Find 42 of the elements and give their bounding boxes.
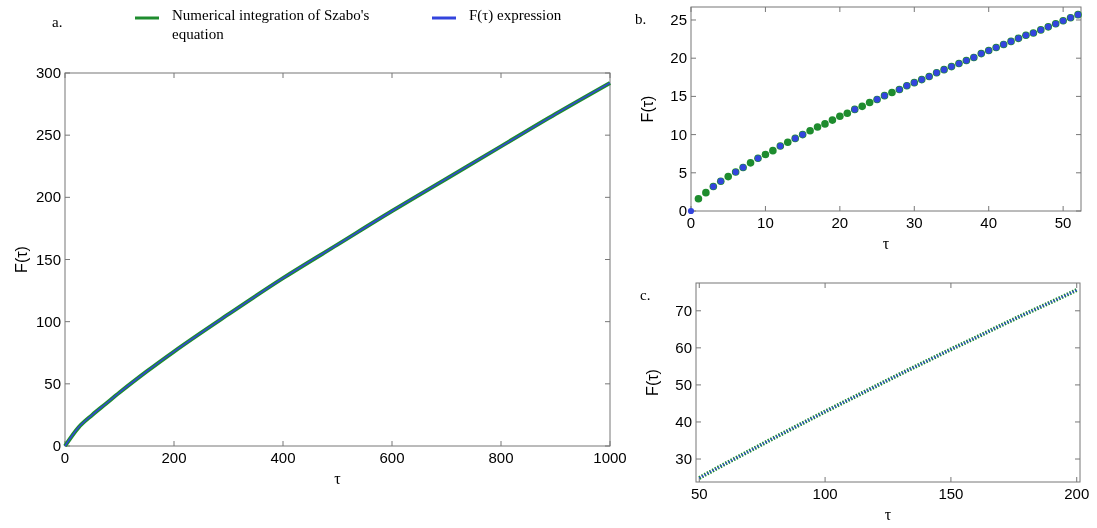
y-tick-label: 0 xyxy=(678,202,687,219)
y-tick-label: 5 xyxy=(678,163,687,181)
y-axis-title: F(τ) xyxy=(644,369,661,396)
x-tick-label: 50 xyxy=(1054,214,1072,231)
x-tick-label: 200 xyxy=(161,449,187,466)
chart-title: c. xyxy=(640,287,651,303)
y-tick-label: 50 xyxy=(675,375,692,393)
x-axis-title: τ xyxy=(334,470,342,487)
y-tick-label: 15 xyxy=(670,87,687,105)
y-tick-label: 250 xyxy=(35,126,61,144)
y-axis-title: F(τ) xyxy=(639,95,656,123)
x-tick-label: 800 xyxy=(488,449,514,466)
y-tick-label: 20 xyxy=(670,49,687,67)
x-tick-label: 150 xyxy=(938,485,964,502)
chart-title: a. xyxy=(52,14,63,30)
y-tick-label: 150 xyxy=(35,250,61,268)
x-tick-label: 40 xyxy=(980,214,998,231)
y-tick-label: 40 xyxy=(675,412,692,430)
x-tick-label: 1000 xyxy=(593,449,627,466)
y-tick-label: 60 xyxy=(675,338,692,356)
x-axis-title: τ xyxy=(882,235,890,252)
x-tick-label: 600 xyxy=(379,449,405,466)
y-tick-label: 100 xyxy=(35,312,61,330)
legend-label: F(τ) expression xyxy=(469,7,562,24)
y-tick-label: 25 xyxy=(670,10,687,28)
y-axis-title: F(τ) xyxy=(13,246,30,273)
x-tick-label: 50 xyxy=(690,485,708,502)
x-tick-label: 20 xyxy=(831,214,849,231)
x-tick-label: 100 xyxy=(812,485,838,502)
y-tick-label: 300 xyxy=(35,64,61,81)
legend-label: Numerical integration of Szabo's equation xyxy=(172,7,370,42)
y-tick-label: 10 xyxy=(670,125,687,143)
y-tick-label: 70 xyxy=(675,301,692,319)
chart-title: b. xyxy=(635,11,647,27)
x-tick-label: 400 xyxy=(270,449,296,466)
y-tick-label: 200 xyxy=(35,188,61,206)
x-axis-title: τ xyxy=(884,506,892,523)
x-tick-label: 30 xyxy=(905,214,923,231)
y-tick-label: 0 xyxy=(52,437,61,454)
x-tick-label: 200 xyxy=(1064,485,1090,502)
x-tick-label: 10 xyxy=(757,214,774,231)
y-tick-label: 50 xyxy=(44,374,61,392)
